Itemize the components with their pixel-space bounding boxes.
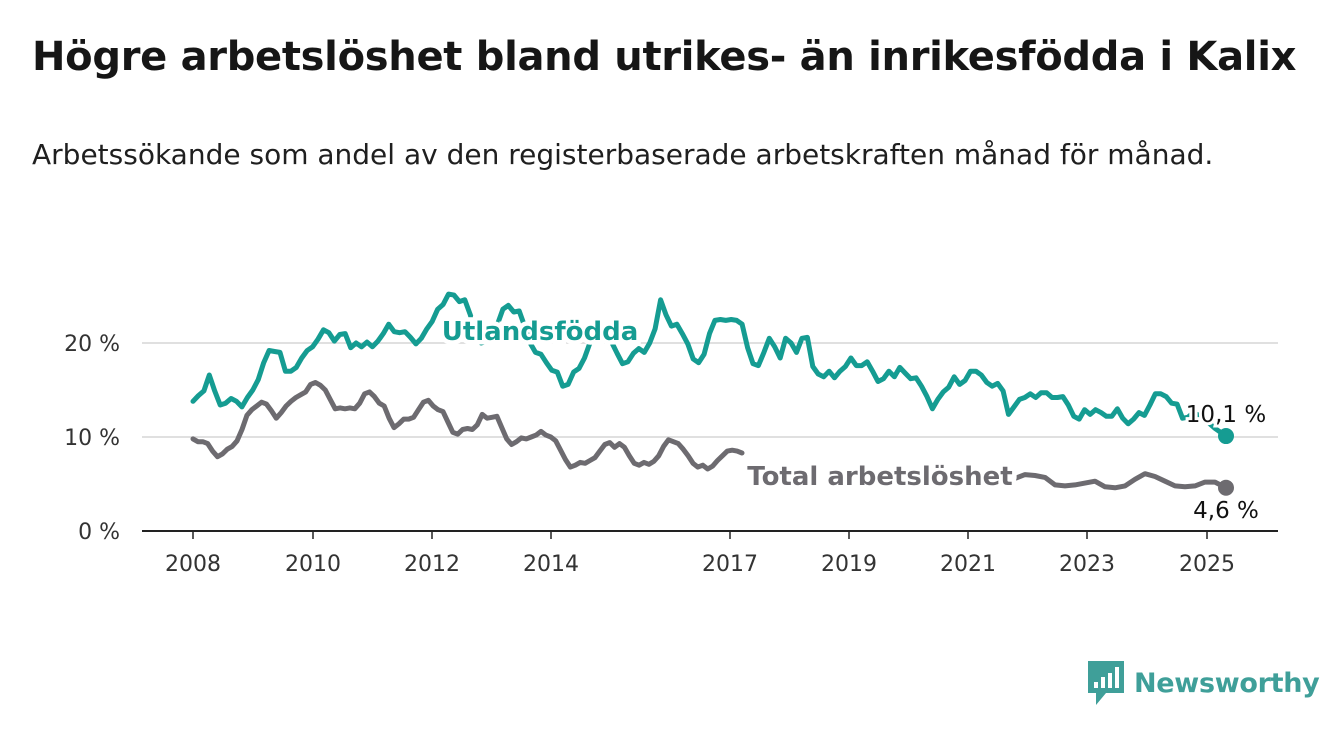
endpoint-dot-utlandsfodda (1218, 428, 1234, 445)
brand-name: Newsworthy (1134, 667, 1320, 699)
x-tick-label: 2010 (285, 552, 341, 577)
series-label-total: Total arbetslöshet (747, 462, 1012, 492)
series-line-total (190, 380, 745, 472)
x-tick-label: 2008 (165, 552, 221, 577)
end-label-total: 4,6 % (1193, 498, 1259, 524)
x-tick-label: 2025 (1179, 552, 1235, 577)
series-label-utlandsfodda: Utlandsfödda (442, 317, 639, 347)
chart-subtitle: Arbetssökande som andel av den registerb… (32, 138, 1214, 171)
y-tick-label: 0 % (78, 520, 120, 545)
series-line-total-continued (1012, 471, 1229, 491)
newsworthy-logo: Newsworthy (1088, 660, 1320, 706)
x-tick-label: 2021 (940, 552, 996, 577)
y-tick-label: 20 % (64, 332, 120, 357)
endpoint-dot-total (1218, 479, 1234, 496)
x-tick-label: 2019 (821, 552, 877, 577)
series-line-utlandsfodda (190, 291, 1229, 439)
x-tick-label: 2012 (404, 552, 460, 577)
chart-title: Högre arbetslöshet bland utrikes- än inr… (32, 34, 1297, 80)
bar-chart-icon (1088, 661, 1124, 705)
x-tick-label: 2014 (523, 552, 579, 577)
x-tick-label: 2017 (702, 552, 758, 577)
y-tick-label: 10 % (64, 426, 120, 451)
end-label-utlandsfodda: 10,1 % (1186, 402, 1266, 428)
x-tick-label: 2023 (1059, 552, 1115, 577)
